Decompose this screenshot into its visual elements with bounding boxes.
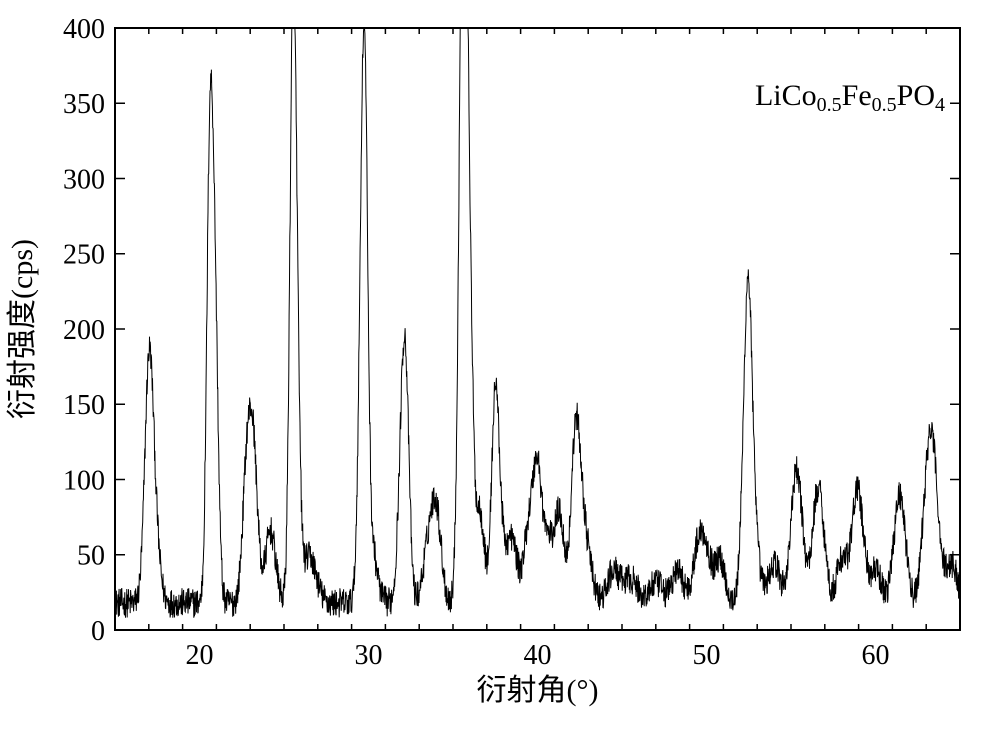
svg-text:150: 150 [63, 390, 105, 421]
svg-text:50: 50 [693, 640, 721, 671]
svg-text:40: 40 [524, 640, 552, 671]
svg-text:20: 20 [186, 640, 214, 671]
svg-text:0: 0 [91, 616, 105, 647]
svg-text:50: 50 [77, 541, 105, 572]
svg-text:200: 200 [63, 315, 105, 346]
svg-text:30: 30 [355, 640, 383, 671]
svg-text:400: 400 [63, 14, 105, 45]
chart-canvas: 20 30 40 50 60 0 50 100 150 200 250 300 350 400 衍射角(°)… [0, 0, 1000, 734]
svg-text:衍射角(°): 衍射角(°) [477, 674, 599, 707]
svg-text:100: 100 [63, 465, 105, 496]
xrd-pattern-chart: 20 30 40 50 60 0 50 100 150 200 250 300 350 400 衍射角(°)… [0, 0, 1000, 734]
svg-text:衍射强度(cps): 衍射强度(cps) [6, 239, 39, 419]
svg-text:LiCo0.5Fe0.5PO4: LiCo0.5Fe0.5PO4 [755, 79, 945, 116]
svg-text:300: 300 [63, 164, 105, 195]
svg-text:60: 60 [862, 640, 890, 671]
svg-text:250: 250 [63, 240, 105, 271]
svg-text:350: 350 [63, 89, 105, 120]
